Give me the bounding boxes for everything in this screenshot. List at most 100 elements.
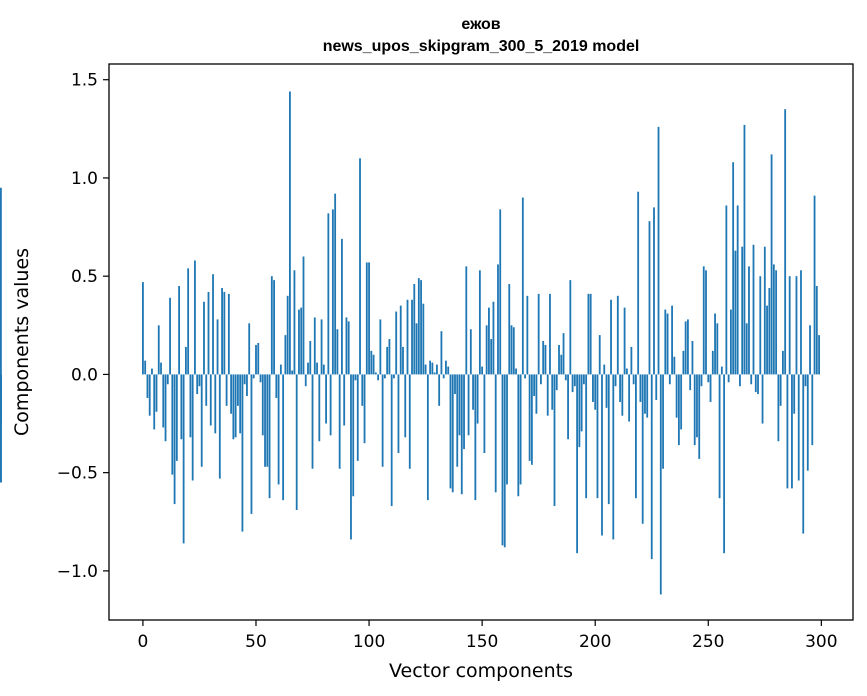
bar — [442, 374, 445, 379]
bar — [250, 374, 253, 514]
bar — [273, 280, 275, 375]
bar — [395, 311, 398, 375]
bar — [702, 266, 705, 375]
bar — [207, 291, 210, 375]
bar — [359, 158, 361, 375]
bar — [562, 333, 565, 375]
x-tick-label: 300 — [805, 632, 837, 652]
bar — [329, 374, 332, 436]
bar — [644, 374, 646, 414]
bar — [698, 374, 701, 459]
x-axis-ticks: 0 50 100 150 200 250 300 — [138, 620, 838, 652]
bar — [295, 374, 298, 510]
bar — [146, 374, 149, 398]
bar — [420, 280, 422, 375]
bar — [275, 374, 278, 398]
bar — [429, 360, 432, 375]
bar — [200, 374, 203, 467]
bar — [537, 293, 540, 375]
bar — [621, 374, 624, 416]
bar — [166, 374, 169, 385]
bar — [490, 339, 493, 375]
bar — [707, 374, 710, 383]
bar — [322, 364, 325, 375]
x-tick-label: 200 — [579, 632, 611, 652]
bar — [818, 335, 820, 375]
bar — [155, 374, 158, 412]
bar — [775, 270, 778, 375]
bar — [582, 374, 585, 385]
bar — [551, 374, 554, 410]
bar — [309, 341, 312, 375]
bar — [560, 354, 563, 375]
bar — [372, 354, 375, 375]
bar — [580, 374, 583, 432]
bar — [542, 341, 545, 375]
bar — [257, 342, 260, 375]
bar — [555, 374, 558, 391]
bar — [0, 374, 2, 483]
bar — [809, 325, 811, 375]
bar — [546, 374, 549, 416]
bar — [0, 187, 2, 375]
bar — [370, 350, 373, 375]
bar — [766, 305, 768, 375]
bar — [343, 374, 346, 426]
bar — [243, 374, 246, 385]
bar — [431, 362, 434, 375]
bar — [589, 293, 592, 375]
bar — [610, 299, 612, 375]
bar — [218, 374, 221, 479]
bar — [320, 319, 323, 375]
y-tick-label: 0.5 — [71, 267, 98, 287]
bar — [277, 374, 280, 485]
bar — [350, 374, 352, 540]
bar — [571, 374, 574, 393]
bar — [390, 374, 393, 507]
bar — [793, 374, 796, 414]
bar — [718, 374, 721, 499]
bar — [463, 374, 465, 450]
bar — [750, 374, 753, 385]
bar — [757, 374, 759, 395]
bar — [779, 374, 782, 406]
bar — [331, 209, 334, 375]
bar — [650, 374, 653, 560]
bar — [526, 295, 529, 375]
bar — [501, 374, 504, 546]
bar — [772, 264, 775, 375]
bar — [216, 319, 219, 375]
bar — [748, 266, 750, 375]
bar — [160, 362, 162, 375]
bar — [282, 374, 285, 501]
bar — [714, 313, 716, 375]
bar — [639, 374, 642, 402]
bar — [503, 374, 506, 548]
bar — [673, 356, 676, 375]
bar — [664, 309, 667, 375]
bar — [286, 295, 289, 375]
bar — [791, 374, 793, 489]
bar — [567, 374, 569, 440]
bar — [175, 374, 178, 461]
bar — [763, 246, 766, 375]
y-tick-label: 1.0 — [71, 169, 98, 189]
bar — [173, 374, 176, 505]
bar — [234, 374, 237, 438]
bar — [230, 374, 233, 414]
bar — [682, 350, 685, 375]
bar — [601, 374, 603, 536]
bar — [426, 374, 429, 501]
bar — [205, 374, 208, 406]
bar — [399, 305, 402, 375]
bar — [356, 374, 359, 461]
bar — [422, 303, 425, 375]
bar — [440, 331, 443, 375]
bar — [734, 250, 737, 375]
bar — [745, 323, 748, 375]
bar — [605, 374, 608, 408]
bar — [689, 374, 692, 391]
bar — [476, 374, 479, 424]
bar — [723, 374, 726, 554]
bar — [180, 374, 183, 440]
